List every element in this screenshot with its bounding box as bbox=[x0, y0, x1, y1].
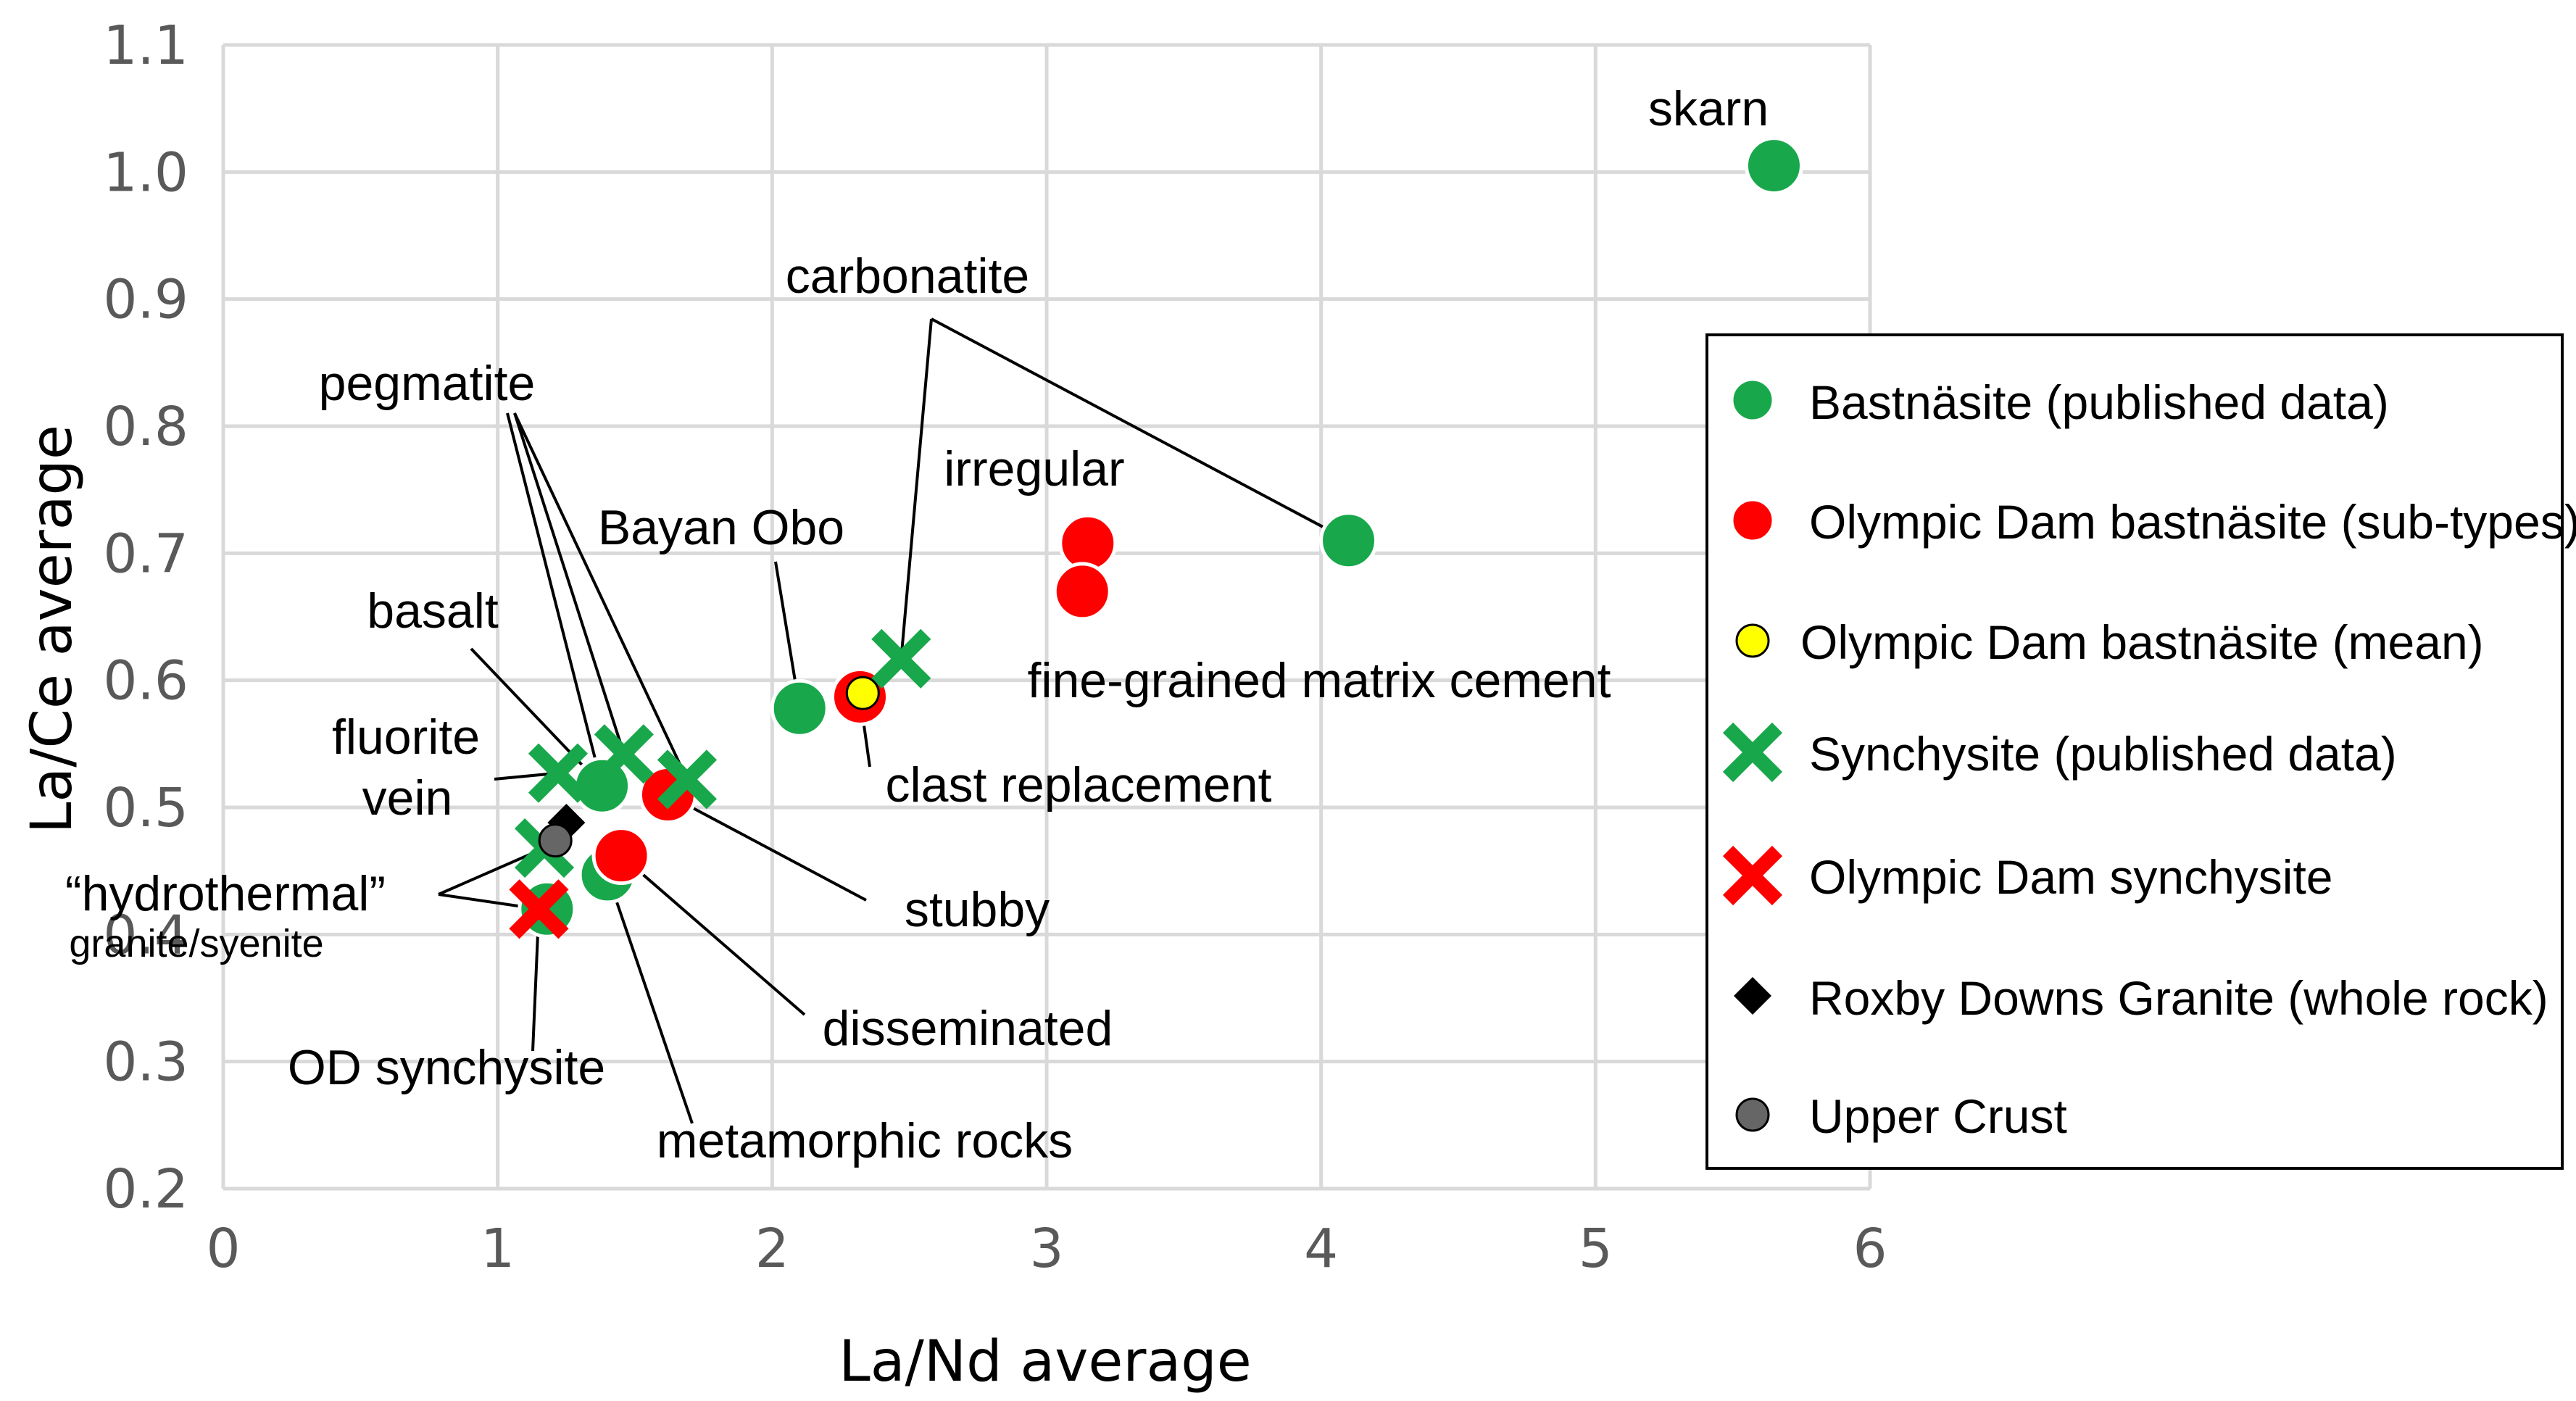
legend-box bbox=[1705, 333, 2564, 1170]
data-point bbox=[1058, 513, 1118, 573]
annotation-leader-line bbox=[620, 855, 806, 1016]
data-point bbox=[845, 675, 880, 710]
legend-label-synchysite: Synchysite (published data) bbox=[1809, 727, 2397, 781]
data-point bbox=[770, 678, 829, 738]
data-point bbox=[1052, 562, 1112, 621]
y-tick-label: 1.0 bbox=[103, 141, 188, 204]
legend-marker bbox=[1731, 499, 1774, 542]
annotation-carbonatite: carbonatite bbox=[786, 249, 1029, 304]
legend-label-od-bastnasite-subtypes: Olympic Dam bastnäsite (sub-types) bbox=[1809, 495, 2576, 549]
legend-marker bbox=[1731, 378, 1774, 422]
x-tick-label: 3 bbox=[1029, 1218, 1063, 1280]
gridlines bbox=[221, 43, 1872, 1191]
y-tick-label: 0.4 bbox=[103, 904, 188, 966]
annotation-skarn: skarn bbox=[1648, 81, 1769, 136]
annotation-leader-line bbox=[667, 793, 867, 902]
legend-items bbox=[1722, 378, 1783, 1132]
data-point bbox=[1319, 511, 1379, 570]
x-tick-label: 5 bbox=[1579, 1218, 1613, 1280]
data-point bbox=[871, 628, 931, 689]
legend-label-bastnasite: Bastnäsite (published data) bbox=[1809, 375, 2389, 429]
y-tick-label: 1.1 bbox=[103, 14, 188, 77]
y-tick-label: 0.5 bbox=[103, 777, 188, 839]
data-point bbox=[528, 743, 589, 803]
annotation-metamorphic-rocks: metamorphic rocks bbox=[657, 1113, 1073, 1168]
x-tick-label: 0 bbox=[206, 1218, 240, 1280]
data-points bbox=[509, 136, 1803, 939]
x-tick-label: 1 bbox=[481, 1218, 515, 1280]
legend-label-upper-crust: Upper Crust bbox=[1809, 1089, 2067, 1143]
y-tick-label: 0.2 bbox=[103, 1158, 188, 1221]
legend-marker bbox=[1735, 1097, 1770, 1132]
data-point bbox=[594, 724, 654, 784]
x-axis-title: La/Nd average bbox=[839, 1329, 1252, 1394]
data-point bbox=[509, 879, 569, 939]
x-tick-label: 6 bbox=[1853, 1218, 1887, 1280]
annotation-leader-line bbox=[513, 412, 689, 781]
annotation-fine-grained: fine-grained matrix cement bbox=[1027, 653, 1611, 708]
x-tick-label: 2 bbox=[755, 1218, 789, 1280]
annotation-granite-syenite: granite/syenite bbox=[69, 922, 323, 965]
annotation-basalt: basalt bbox=[367, 583, 499, 639]
annotation-bayan-obo: Bayan Obo bbox=[598, 500, 844, 555]
y-axis-title: La/Ce average bbox=[20, 425, 85, 833]
y-tick-label: 0.6 bbox=[103, 650, 188, 712]
y-tick-label: 0.7 bbox=[103, 523, 188, 585]
annotation-leader-line bbox=[506, 412, 604, 786]
axis-ticks: 0 1 2 3 4 5 6 0.2 0.3 0.4 0.5 0.6 0.7 0.8 0.9 1.0 1.1 bbox=[103, 14, 1887, 1280]
annotation-hydrothermal: “hydrothermal” bbox=[65, 866, 386, 921]
annotation-disseminated: disseminated bbox=[823, 1001, 1113, 1056]
annotation-od-synchysite: OD synchysite bbox=[288, 1040, 605, 1095]
legend-marker bbox=[1722, 845, 1783, 906]
annotation-fluorite: fluorite bbox=[332, 710, 480, 765]
annotation-vein: vein bbox=[362, 770, 453, 826]
annotation-irregular: irregular bbox=[944, 441, 1124, 496]
annotation-leader-line bbox=[513, 412, 626, 754]
data-point bbox=[657, 749, 718, 810]
y-tick-label: 0.8 bbox=[103, 396, 188, 458]
annotation-clast-replacement: clast replacement bbox=[886, 757, 1272, 812]
annotation-stubby: stubby bbox=[905, 882, 1050, 937]
legend-marker bbox=[1722, 722, 1783, 783]
annotation-leader-line bbox=[470, 647, 604, 787]
data-point bbox=[1744, 136, 1803, 196]
legend-marker bbox=[1735, 623, 1770, 658]
annotation-pegmatite: pegmatite bbox=[319, 356, 536, 411]
x-tick-label: 4 bbox=[1304, 1218, 1338, 1280]
y-tick-label: 0.3 bbox=[103, 1031, 188, 1094]
y-tick-label: 0.9 bbox=[103, 269, 188, 331]
data-point bbox=[591, 826, 651, 886]
legend: Bastnäsite (published data) Olympic Dam … bbox=[1705, 333, 2576, 1170]
legend-marker bbox=[1734, 977, 1771, 1015]
legend-label-od-synchysite: Olympic Dam synchysite bbox=[1809, 850, 2333, 904]
annotation-labels: skarn carbonatite pegmatite irregular Ba… bbox=[65, 81, 1769, 1168]
annotation-leader-line bbox=[899, 318, 933, 660]
annotation-leader-line bbox=[931, 317, 1350, 542]
legend-label-od-bastnasite-mean: Olympic Dam bastnäsite (mean) bbox=[1800, 615, 2484, 669]
data-point bbox=[538, 823, 573, 858]
annotation-leader-line bbox=[606, 874, 694, 1124]
legend-label-roxby-downs-granite: Roxby Downs Granite (whole rock) bbox=[1809, 971, 2548, 1025]
